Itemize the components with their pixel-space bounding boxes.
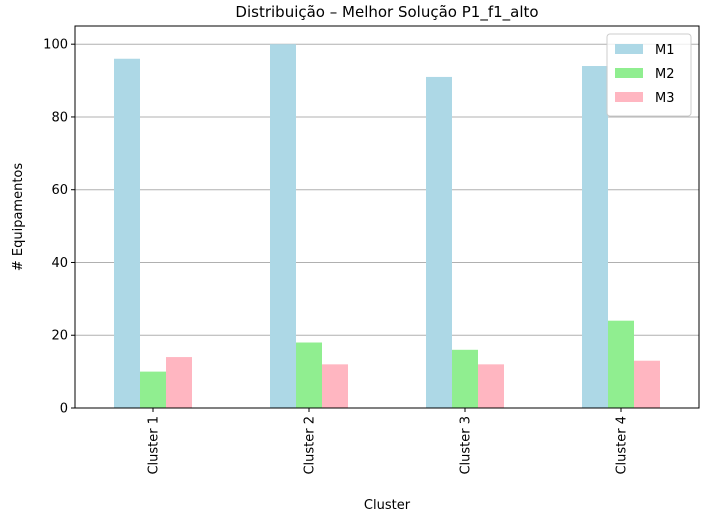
bar-m2-3 <box>452 349 478 408</box>
plot-frame <box>74 25 700 409</box>
chart-title: Distribuição – Melhor Solução P1_f1_alto <box>235 3 538 22</box>
y-axis-ticks: 0 20 40 60 80 100 <box>43 38 75 417</box>
bar-m2-4 <box>608 320 634 408</box>
bar-m3-4 <box>634 360 660 408</box>
bar-m1-4 <box>582 66 608 409</box>
y-tick-label: 20 <box>51 329 68 344</box>
y-tick-label: 0 <box>60 402 68 417</box>
bar-m3-1 <box>166 357 192 408</box>
bar-m1-3 <box>426 76 452 408</box>
legend-swatch-m2 <box>615 68 643 78</box>
bar-m1-2 <box>270 44 296 408</box>
legend: M1 M2 M3 <box>606 33 692 117</box>
y-axis-label: # Equipamentos <box>11 163 26 272</box>
x-tick-label: Cluster 1 <box>147 416 162 475</box>
x-tick-label: Cluster 2 <box>303 416 318 475</box>
y-tick-label: 80 <box>51 110 68 125</box>
bar-m2-2 <box>296 342 322 408</box>
y-tick-label: 40 <box>51 256 68 271</box>
legend-label-m3: M3 <box>655 91 675 106</box>
legend-label-m1: M1 <box>655 43 675 58</box>
legend-label-m2: M2 <box>655 67 675 82</box>
x-tick-label: Cluster 4 <box>615 416 630 475</box>
legend-swatch-m1 <box>615 44 643 54</box>
x-axis-label: Cluster <box>364 498 411 513</box>
x-axis-ticks: Cluster 1 Cluster 2 Cluster 3 Cluster 4 <box>147 408 630 475</box>
bar-m3-2 <box>322 364 348 408</box>
x-tick-label: Cluster 3 <box>459 416 474 475</box>
bar-m1-1 <box>114 58 140 408</box>
y-tick-label: 60 <box>51 183 68 198</box>
bars <box>114 44 660 409</box>
y-tick-label: 100 <box>43 38 68 53</box>
bar-m3-3 <box>478 364 504 408</box>
legend-swatch-m3 <box>615 92 643 102</box>
bar-m2-1 <box>140 371 166 408</box>
